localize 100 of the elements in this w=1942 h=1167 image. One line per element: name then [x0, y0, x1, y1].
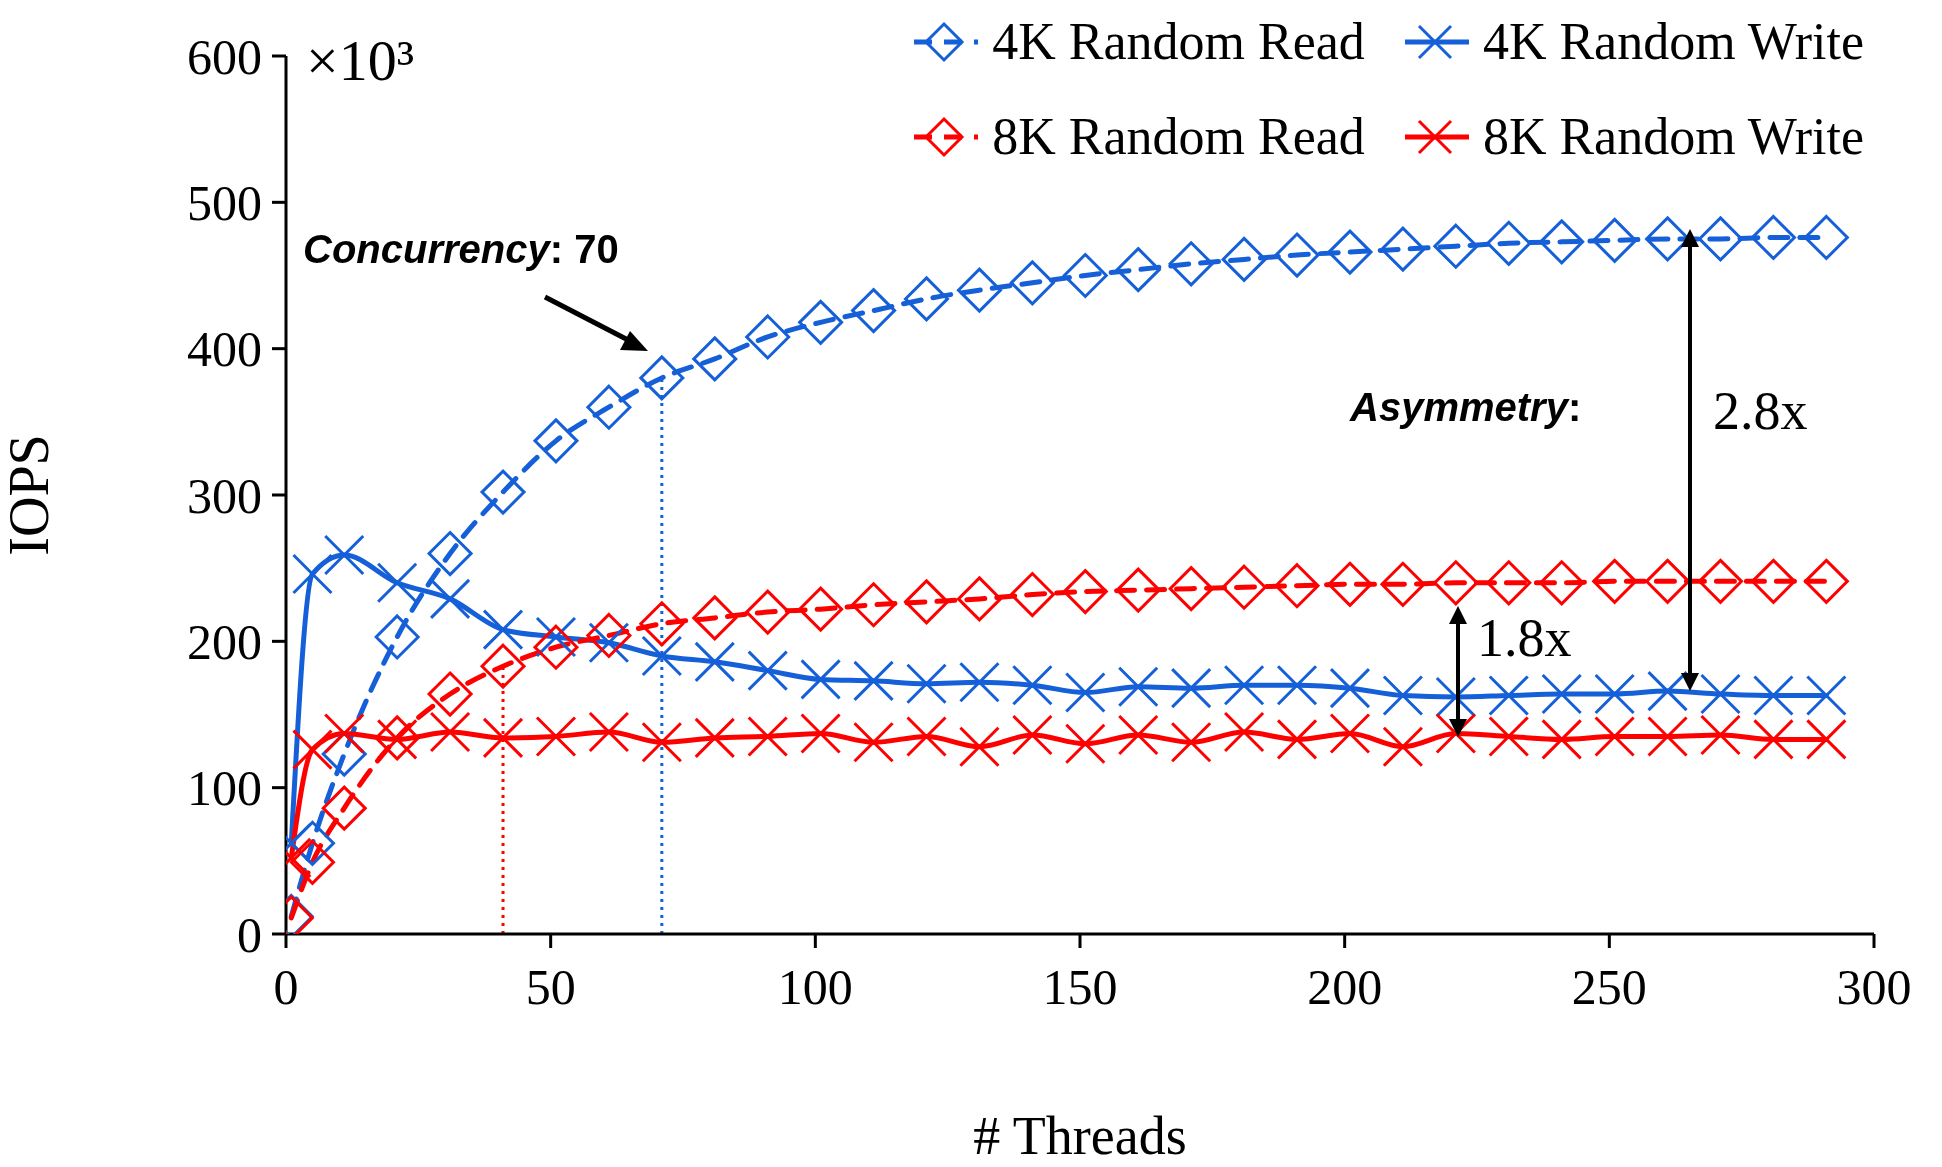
point: [1433, 560, 1479, 606]
point: [800, 713, 842, 755]
point: [903, 276, 949, 322]
point: [588, 711, 630, 753]
point: [1380, 561, 1426, 607]
annotation: Concurrency: 70: [303, 227, 619, 271]
point: [1064, 723, 1106, 765]
point: [289, 839, 335, 885]
point: [1380, 226, 1426, 272]
point: [958, 661, 1000, 703]
point: [321, 785, 367, 831]
x-tick-label: 0: [273, 958, 299, 1015]
legend-label: 8K Random Write: [1482, 107, 1864, 166]
point: [851, 582, 897, 628]
point: [429, 578, 471, 620]
y-tick-label: 500: [187, 175, 262, 232]
point: [1592, 217, 1638, 263]
point: [905, 663, 947, 705]
point: [291, 729, 333, 771]
point: [1329, 667, 1371, 709]
point: [800, 658, 842, 700]
point: [745, 314, 791, 360]
point: [956, 576, 1002, 622]
point: [1276, 718, 1318, 760]
x-tick-label: 150: [1042, 958, 1118, 1015]
point: [1327, 229, 1373, 275]
point: [376, 562, 418, 604]
point: [1168, 241, 1214, 287]
point: [1647, 715, 1689, 757]
point: [694, 641, 736, 683]
point: [1011, 664, 1053, 706]
y-tick-label: 300: [187, 467, 262, 524]
point: [1541, 718, 1583, 760]
point: [853, 660, 895, 702]
point: [1594, 673, 1636, 715]
annotation: 2.8x: [1713, 381, 1808, 441]
point: [1221, 236, 1267, 282]
point: [482, 609, 524, 651]
point: [639, 601, 685, 647]
point: [639, 355, 685, 401]
point: [1647, 670, 1689, 712]
point: [533, 418, 579, 464]
point: [903, 579, 949, 625]
point: [1486, 560, 1532, 606]
point: [1539, 560, 1585, 606]
point: [1645, 558, 1691, 604]
point: [535, 715, 577, 757]
point: [1223, 664, 1265, 706]
point: [1117, 666, 1159, 708]
point: [641, 635, 683, 677]
point: [1541, 673, 1583, 715]
point: [747, 650, 789, 692]
point: [1170, 667, 1212, 709]
x-tick-label: 300: [1836, 958, 1912, 1015]
point: [427, 531, 473, 577]
point: [1009, 572, 1055, 618]
point: [1750, 214, 1796, 260]
point: [427, 671, 473, 717]
point: [1062, 569, 1108, 615]
point: [1803, 558, 1849, 604]
point: [1750, 558, 1796, 604]
x-tick-label: 200: [1307, 958, 1383, 1015]
y-tick-label: 0: [237, 906, 262, 963]
point: [1382, 726, 1424, 768]
point: [1699, 673, 1741, 715]
point: [1539, 219, 1585, 265]
annotation: 1.8x: [1477, 608, 1572, 668]
point: [533, 624, 579, 670]
point: [1699, 714, 1741, 756]
y-tick-label: 400: [187, 321, 262, 378]
y-tick-label: 200: [187, 614, 262, 671]
point: [1274, 232, 1320, 278]
point: [586, 612, 632, 658]
point: [374, 614, 420, 660]
point: [956, 267, 1002, 313]
point: [1803, 214, 1849, 260]
point: [1064, 672, 1106, 714]
x-tick-label: 250: [1571, 958, 1647, 1015]
point: [1752, 674, 1794, 716]
point: [798, 586, 844, 632]
legend-label: 4K Random Write: [1482, 12, 1864, 71]
point: [1805, 718, 1847, 760]
point: [747, 715, 789, 757]
point: [1486, 220, 1532, 266]
point: [1697, 558, 1743, 604]
y-tick-label: 100: [187, 760, 262, 817]
point: [1433, 223, 1479, 269]
point: [1115, 567, 1161, 613]
point: [323, 534, 365, 576]
point: [1752, 718, 1794, 760]
point: [429, 711, 471, 753]
annotation: Asymmetry:: [1349, 385, 1582, 429]
point: [905, 715, 947, 757]
point: [1594, 715, 1636, 757]
point: [1435, 713, 1477, 755]
point: [958, 726, 1000, 768]
point: [1276, 664, 1318, 706]
legend-label: 8K Random Read: [992, 107, 1365, 166]
point: [482, 717, 524, 759]
point: [291, 553, 333, 595]
